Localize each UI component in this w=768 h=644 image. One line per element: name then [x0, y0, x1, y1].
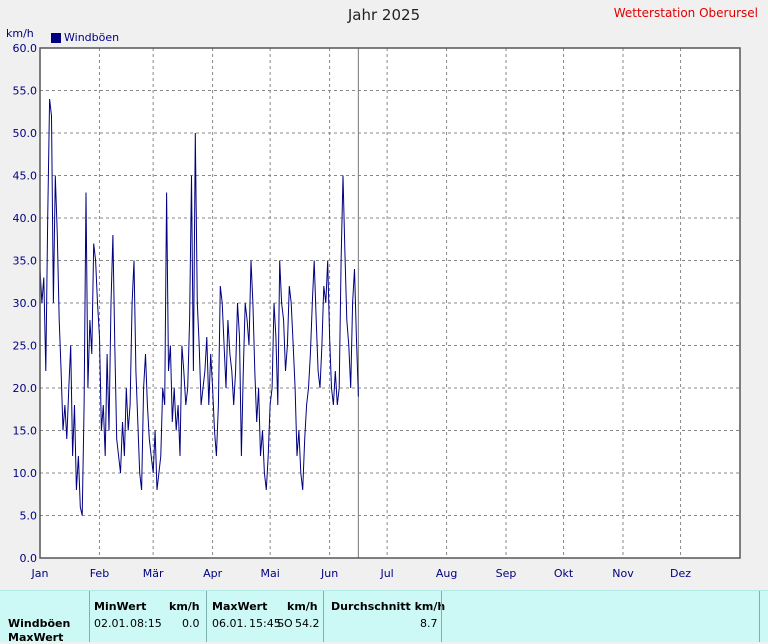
row-label-maxwert: MaxWert	[8, 631, 64, 644]
y-tick-label: 50.0	[13, 127, 38, 140]
y-tick-label: 20.0	[13, 382, 38, 395]
header-durchschnitt: Durchschnitt km/h	[331, 600, 446, 613]
row-label-windboeen: Windböen	[8, 617, 71, 630]
y-tick-label: 40.0	[13, 212, 38, 225]
header-max-unit: km/h	[287, 600, 318, 613]
y-axis-unit: km/h	[6, 27, 34, 40]
max-value: 54.2	[295, 617, 320, 630]
y-tick-label: 15.0	[13, 425, 38, 438]
y-tick-label: 5.0	[20, 510, 38, 523]
header-minwert: MinWert	[94, 600, 147, 613]
table-divider	[323, 591, 324, 642]
plot-frame	[39, 47, 741, 559]
x-tick-label: Jan	[31, 567, 49, 580]
max-time: 15:45	[249, 617, 281, 630]
y-tick-label: 35.0	[13, 255, 38, 268]
x-tick-label: Mär	[143, 567, 164, 580]
min-value: 0.0	[182, 617, 200, 630]
table-divider	[206, 591, 207, 642]
x-tick-label: Sep	[496, 567, 517, 580]
chart-title: Jahr 2025	[347, 6, 421, 24]
y-tick-label: 45.0	[13, 170, 38, 183]
station-name: Wetterstation Oberursel	[613, 6, 758, 20]
legend: Windböen	[51, 31, 119, 44]
header-maxwert: MaxWert	[212, 600, 268, 613]
header-min-unit: km/h	[169, 600, 200, 613]
x-tick-label: Apr	[203, 567, 223, 580]
min-date: 02.01.	[94, 617, 129, 630]
max-direction: SO	[277, 617, 293, 630]
y-tick-label: 10.0	[13, 467, 38, 480]
x-tick-label: Okt	[554, 567, 574, 580]
table-divider	[441, 591, 442, 642]
wind-gust-chart: 0.0 5.0 10.0 15.0 20.0 25.0 30.0 35.0 40.0 45.0 50…	[13, 42, 741, 580]
y-tick-label: 55.0	[13, 85, 38, 98]
x-tick-label: Mai	[260, 567, 279, 580]
x-tick-label: Jul	[379, 567, 393, 580]
x-tick-label: Dez	[670, 567, 691, 580]
y-tick-label: 0.0	[20, 552, 38, 565]
max-date: 06.01.	[212, 617, 247, 630]
y-tick-label: 30.0	[13, 297, 38, 310]
table-divider	[759, 591, 760, 642]
legend-label: Windböen	[64, 31, 120, 44]
stats-table: Windböen MaxWert MinWert km/h 02.01. 08:…	[0, 590, 768, 644]
table-divider	[89, 591, 90, 642]
avg-value: 8.7	[420, 617, 438, 630]
min-time: 08:15	[130, 617, 162, 630]
x-tick-label: Feb	[90, 567, 109, 580]
x-tick-label: Aug	[436, 567, 457, 580]
y-tick-label: 60.0	[13, 42, 38, 55]
x-tick-label: Jun	[320, 567, 338, 580]
legend-swatch	[51, 32, 61, 43]
y-tick-label: 25.0	[13, 340, 38, 353]
x-tick-label: Nov	[612, 567, 634, 580]
series-line-windboeen	[39, 98, 359, 516]
